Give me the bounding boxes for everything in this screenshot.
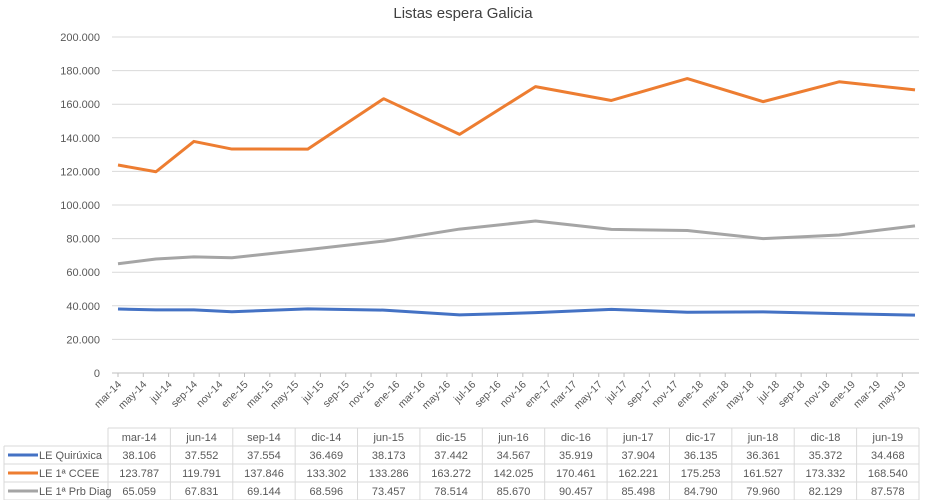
x-tick-label: nov-15 [346,379,377,410]
table-cell: 85.670 [497,486,531,498]
table-cell: 37.904 [621,450,655,462]
table-cell: 65.059 [122,486,156,498]
table-cell: 163.272 [431,468,471,480]
table-cell: 73.457 [372,486,406,498]
x-tick-label: may-17 [572,379,605,412]
table-cell: 133.286 [369,468,409,480]
x-tick-label: sep-17 [624,379,655,410]
series-line-1 [117,77,916,174]
y-tick-label: 120.000 [60,166,100,178]
x-tick-label: nov-17 [650,379,681,410]
table-cell: 119.791 [182,468,221,480]
y-tick-label: 40.000 [66,301,100,313]
table-header-cell: jun-15 [372,432,404,444]
table-header-cell: dic-17 [686,432,716,444]
x-tick-label: sep-15 [321,379,352,410]
y-tick-label: 20.000 [66,334,100,346]
table-cell: 133.302 [306,468,346,480]
series-line-2 [117,219,916,266]
table-cell: 162.221 [618,468,658,480]
table-cell: 90.457 [559,486,593,498]
y-tick-label: 180.000 [60,66,100,78]
table-cell: 35.919 [559,450,593,462]
table-header-cell: dic-18 [810,432,840,444]
table-cell: 36.361 [746,450,780,462]
table-cell: 37.442 [434,450,468,462]
table-cell: 67.831 [185,486,219,498]
table-cell: 37.552 [185,450,219,462]
table-cell: 36.135 [684,450,718,462]
table-cell: 173.332 [806,468,846,480]
table-cell: 79.960 [746,486,780,498]
table-cell: 161.527 [743,468,783,480]
x-tick-label: may-14 [116,379,149,412]
y-tick-label: 160.000 [60,99,100,111]
table-cell: 87.578 [871,486,905,498]
y-tick-label: 200.000 [60,32,100,44]
x-tick-label: nov-16 [498,379,529,410]
table-cell: 168.540 [868,468,908,480]
table-cell: 69.144 [247,486,281,498]
x-tick-label: may-18 [723,379,756,412]
table-cell: 137.846 [244,468,284,480]
table-cell: 123.787 [119,468,159,480]
y-tick-label: 0 [94,368,100,380]
series-line-0 [117,307,916,317]
table-cell: 142.025 [494,468,534,480]
table-header-cell: jun-19 [872,432,904,444]
y-tick-label: 80.000 [66,234,100,246]
table-cell: 175.253 [681,468,721,480]
x-tick-label: sep-16 [472,379,503,410]
y-tick-label: 100.000 [60,200,100,212]
x-tick-label: nov-14 [194,379,225,410]
y-tick-label: 140.000 [60,133,100,145]
table-cell: 170.461 [556,468,596,480]
table-cell: 38.173 [372,450,406,462]
y-tick-label: 60.000 [66,267,100,279]
table-header-cell: sep-14 [247,432,281,444]
table-cell: 84.790 [684,486,718,498]
x-tick-label: may-16 [420,379,453,412]
table-cell: 68.596 [310,486,344,498]
table-header-cell: jun-18 [747,432,779,444]
table-header-cell: dic-16 [561,432,591,444]
legend-label: LE 1ª Prb Diag [39,486,112,498]
table-header-cell: jun-17 [622,432,654,444]
x-tick-label: may-19 [875,379,908,412]
table-cell: 38.106 [122,450,156,462]
x-tick-label: sep-18 [776,379,807,410]
table-header-cell: dic-14 [311,432,341,444]
table-cell: 34.468 [871,450,905,462]
table-header-cell: dic-15 [436,432,466,444]
chart-title: Listas espera Galicia [393,5,533,22]
table-cell: 35.372 [809,450,843,462]
table-header-cell: jun-14 [185,432,217,444]
table-cell: 85.498 [621,486,655,498]
table-header-cell: jun-16 [497,432,529,444]
legend-label: LE Quirúxica [39,450,103,462]
table-cell: 78.514 [434,486,468,498]
table-cell: 37.554 [247,450,281,462]
x-tick-label: may-15 [268,379,301,412]
legend-label: LE 1ª CCEE [39,468,99,480]
table-cell: 34.567 [497,450,531,462]
table-cell: 82.129 [809,486,843,498]
x-tick-label: nov-18 [801,379,832,410]
table-header-cell: mar-14 [122,432,157,444]
x-tick-label: sep-14 [169,379,200,410]
table-cell: 36.469 [310,450,344,462]
